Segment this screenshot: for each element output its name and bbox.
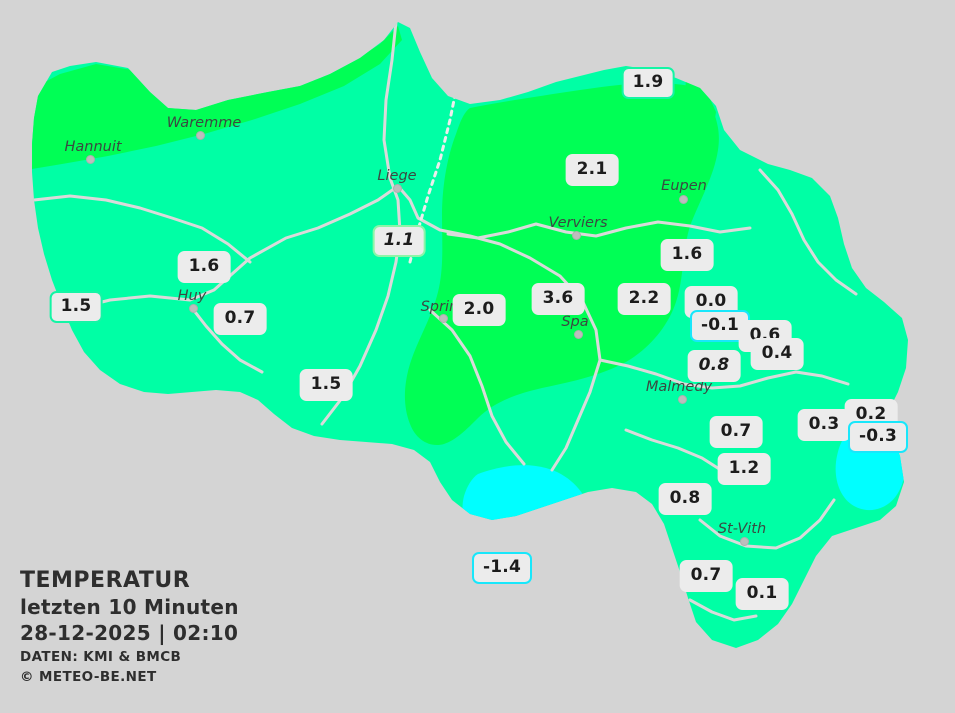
river-amblve <box>598 358 850 390</box>
border-hannuit <box>32 194 252 264</box>
temperature-reading-chip[interactable]: 1.6 <box>660 239 714 271</box>
city-marker-dot <box>195 130 205 140</box>
temperature-reading-chip[interactable]: 1.9 <box>621 67 675 99</box>
caption-subtitle: letzten 10 Minuten <box>20 595 239 619</box>
city-marker-dot <box>573 329 583 339</box>
temperature-reading-chip[interactable]: 0.7 <box>709 416 763 448</box>
city-marker-dot <box>677 394 687 404</box>
temperature-reading-chip[interactable]: 0.7 <box>679 560 733 592</box>
city-marker-dot <box>438 313 448 323</box>
temperature-reading-chip[interactable]: 0.3 <box>797 409 851 441</box>
temperature-reading-chip[interactable]: 1.6 <box>177 251 231 283</box>
temperature-reading-chip[interactable]: 0.8 <box>658 483 712 515</box>
temperature-reading-chip[interactable]: 1.5 <box>299 369 353 401</box>
city-marker-dot <box>571 230 581 240</box>
caption-source: DATEN: KMI & BMCB <box>20 649 182 665</box>
temperature-reading-chip[interactable]: 3.6 <box>531 283 585 315</box>
river-network <box>32 22 858 622</box>
river-vesdre <box>446 220 752 240</box>
city-marker-dot <box>739 536 749 546</box>
temperature-reading-chip[interactable]: 1.5 <box>49 291 103 323</box>
river-ourthe <box>428 308 526 466</box>
temperature-reading-chip[interactable]: 2.1 <box>565 154 619 186</box>
temperature-reading-chip[interactable]: 0.4 <box>750 338 804 370</box>
temperature-reading-chip[interactable]: 0.8 <box>687 350 741 382</box>
warm-contour-northwest <box>32 26 402 170</box>
city-marker-dot <box>85 154 95 164</box>
temperature-reading-chip[interactable]: 2.2 <box>617 283 671 315</box>
caption-copyright: © METEO-BE.NET <box>20 669 157 685</box>
caption-title: TEMPERATUR <box>20 568 191 593</box>
temperature-reading-chip[interactable]: 1.2 <box>717 453 771 485</box>
caption-block: TEMPERATUR letzten 10 Minuten 28-12-2025… <box>20 568 239 687</box>
caption-datetime: 28-12-2025 | 02:10 <box>20 621 239 645</box>
temperature-reading-chip[interactable]: 0.7 <box>213 303 267 335</box>
city-marker-dot <box>678 194 688 204</box>
temperature-reading-chip[interactable]: 0.1 <box>735 578 789 610</box>
warm-contour-central <box>404 83 719 446</box>
temperature-reading-chip[interactable]: -1.4 <box>472 552 532 584</box>
river-huy-branch <box>190 306 264 374</box>
river-warche <box>624 428 726 474</box>
river-east-branch <box>758 168 858 296</box>
temperature-reading-chip[interactable]: 2.0 <box>452 294 506 326</box>
city-marker-dot <box>392 183 402 193</box>
border-stvith <box>698 498 836 550</box>
river-south <box>688 598 758 622</box>
temperature-reading-chip[interactable]: 1.1 <box>372 225 426 257</box>
temperature-reading-chip[interactable]: -0.3 <box>848 421 908 453</box>
city-marker-dot <box>188 303 198 313</box>
